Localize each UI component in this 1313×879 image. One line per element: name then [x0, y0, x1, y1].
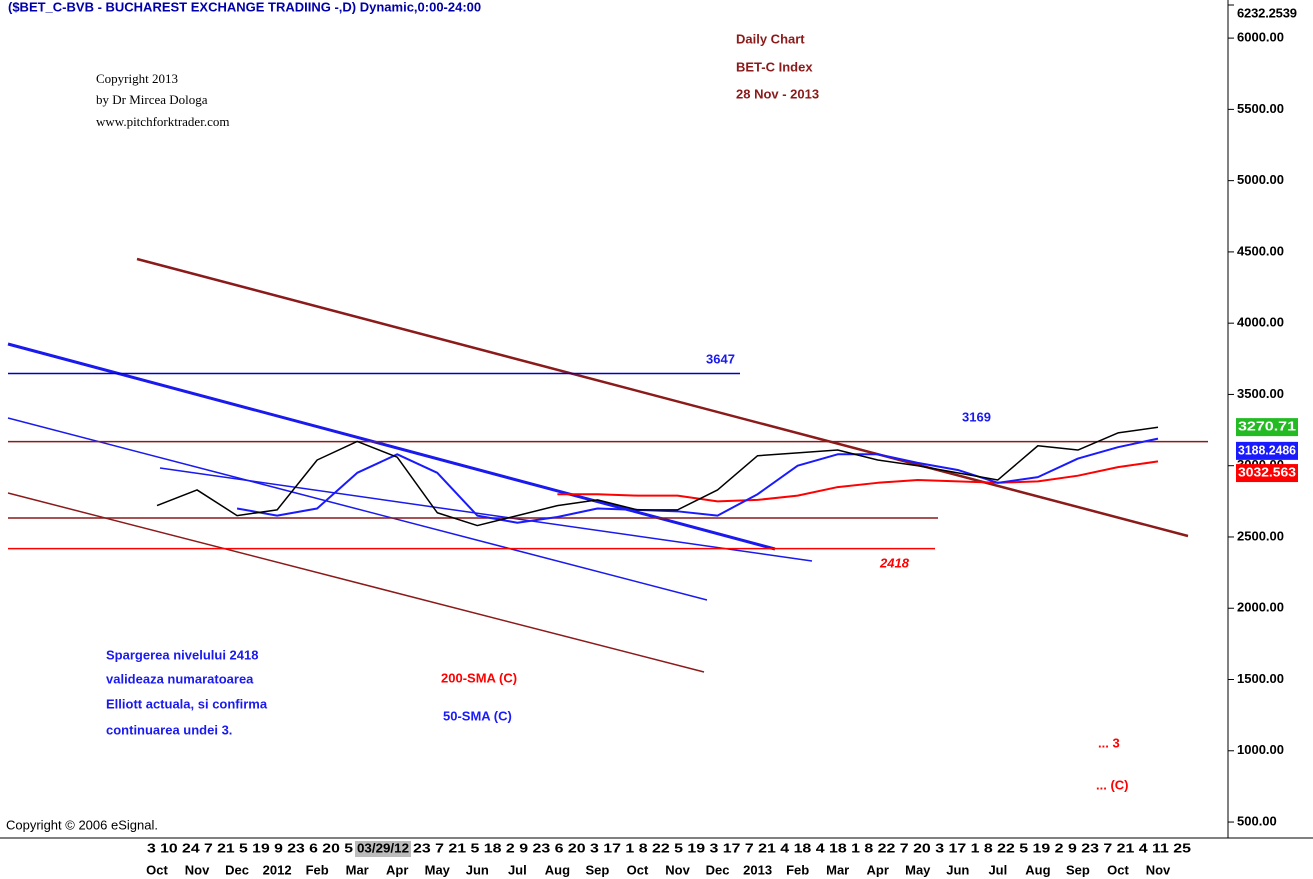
x-tick-label: Dec — [706, 862, 730, 877]
subtitle: Daily Chart — [736, 31, 805, 46]
subtitle: BET-C Index — [736, 59, 813, 74]
x-tick-label: Sep — [586, 862, 610, 877]
wave-label: ... (C) — [1096, 777, 1129, 792]
y-tick-label: 6000.00 — [1237, 30, 1284, 45]
x-tick-label: Feb — [306, 862, 329, 877]
date-highlight — [355, 841, 411, 857]
last-value-box — [1236, 464, 1298, 483]
pitchfork-line — [136, 257, 1189, 538]
series-line — [156, 426, 1159, 527]
subtitle: 28 Nov - 2013 — [736, 86, 819, 101]
wave-label: ... 3 — [1098, 735, 1120, 750]
level-label: 2418 — [879, 555, 910, 570]
y-tick-label: 6232.2539 — [1237, 5, 1297, 20]
y-tick-label: 5000.00 — [1237, 172, 1284, 187]
last-value-label: 3188.2486 — [1238, 442, 1296, 457]
x-tick-label: Mar — [346, 862, 369, 877]
x-tick-label: Dec — [225, 862, 249, 877]
level-label: 3647 — [706, 351, 735, 366]
channel-line — [159, 467, 813, 562]
annotation: continuarea undei 3. — [106, 722, 232, 737]
x-tick-label: May — [905, 862, 931, 877]
y-tick-label: 2000.00 — [1237, 600, 1284, 615]
day-labels: 23 7 21 5 18 2 9 23 6 20 3 17 1 8 22 5 1… — [413, 840, 1191, 855]
chart-title: ($BET_C-BVB - BUCHAREST EXCHANGE TRADIIN… — [8, 0, 481, 14]
x-tick-label: Jul — [508, 862, 527, 877]
trend-lines — [7, 257, 1189, 673]
last-value-label: 3270.71 — [1238, 419, 1296, 434]
x-tick-label: 2013 — [743, 862, 772, 877]
copyright: by Dr Mircea Dologa — [96, 92, 208, 107]
x-tick-label: Nov — [185, 862, 210, 877]
day-labels: 03/29/12 — [357, 840, 409, 855]
annotation: Elliott actuala, si confirma — [106, 696, 268, 711]
last-value-label: 3032.563 — [1238, 464, 1296, 479]
copyright: Copyright 2013 — [96, 71, 178, 86]
series-line — [557, 460, 1159, 503]
level-label: 3169 — [962, 409, 991, 424]
y-tick-label: 1000.00 — [1237, 742, 1284, 757]
x-tick-label: Feb — [786, 862, 809, 877]
y-tick-label: 500.00 — [1237, 813, 1277, 828]
footer: Copyright © 2006 eSignal. — [6, 817, 158, 832]
x-tick-label: Sep — [1066, 862, 1090, 877]
annotation: valideaza numaratoarea — [106, 671, 254, 686]
x-tick-label: Apr — [386, 862, 408, 877]
pitchfork-line — [7, 492, 705, 673]
x-tick-label: Oct — [146, 862, 168, 877]
annotation: Spargerea nivelului 2418 — [106, 647, 258, 662]
x-tick-label: Jun — [946, 862, 969, 877]
x-tick-label: May — [425, 862, 451, 877]
legend-label: 200-SMA (C) — [441, 670, 517, 685]
y-tick-label: 5500.00 — [1237, 101, 1284, 116]
y-tick-label: 1500.00 — [1237, 671, 1284, 686]
day-labels: 3 10 24 7 21 5 19 9 23 6 20 5 — [147, 840, 353, 855]
y-tick-label: 3500.00 — [1237, 386, 1284, 401]
channel-line — [7, 417, 708, 601]
x-tick-label: Nov — [1146, 862, 1171, 877]
y-tick-label: 2500.00 — [1237, 528, 1284, 543]
series-line — [236, 437, 1159, 524]
channel-line — [7, 342, 776, 551]
copyright: www.pitchforktrader.com — [96, 114, 229, 129]
y-tick-label: 4500.00 — [1237, 243, 1284, 258]
x-tick-label: Apr — [867, 862, 889, 877]
x-tick-label: Aug — [545, 862, 570, 877]
last-value-box — [1236, 441, 1298, 460]
last-value-box — [1236, 418, 1298, 437]
x-tick-label: Oct — [1107, 862, 1129, 877]
x-tick-label: Oct — [627, 862, 649, 877]
x-tick-label: Jul — [988, 862, 1007, 877]
x-tick-label: Jun — [466, 862, 489, 877]
x-tick-label: Aug — [1025, 862, 1050, 877]
x-tick-label: Nov — [665, 862, 690, 877]
legend-label: 50-SMA (C) — [443, 708, 512, 723]
x-tick-label: 2012 — [263, 862, 292, 877]
x-tick-label: Mar — [826, 862, 849, 877]
y-tick-label: 4000.00 — [1237, 315, 1284, 330]
